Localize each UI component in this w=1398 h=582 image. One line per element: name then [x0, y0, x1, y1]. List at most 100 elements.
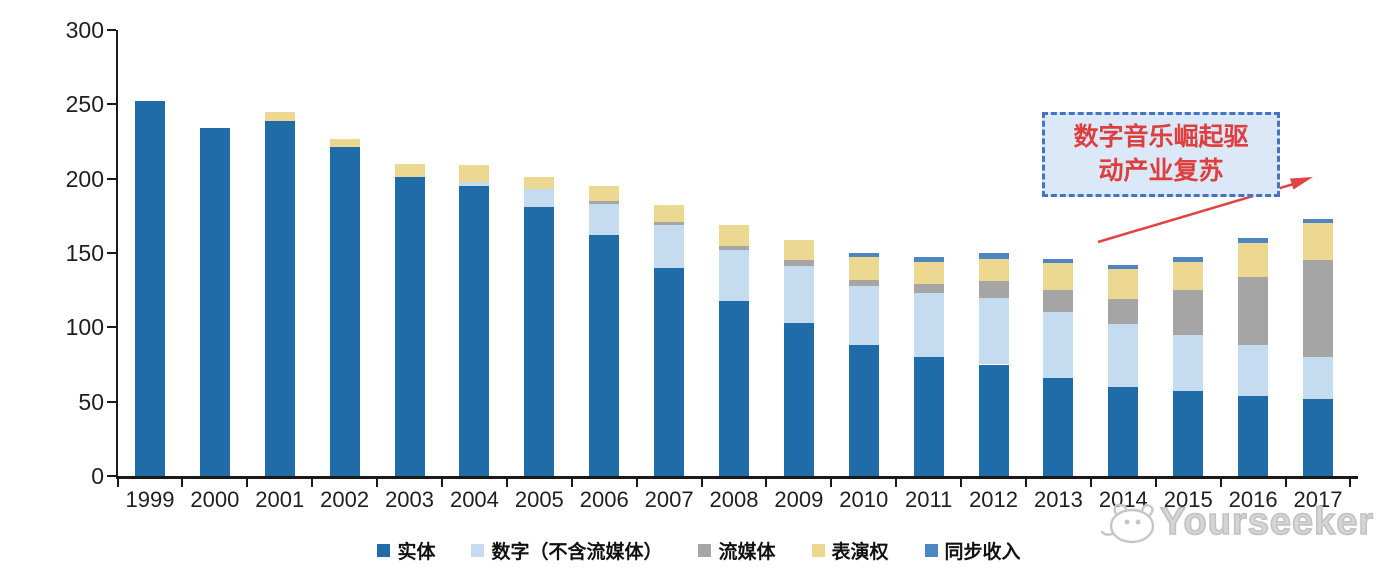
bar-2013-实体 — [1043, 377, 1074, 476]
x-axis-label-2017: 2017 — [1293, 487, 1343, 512]
bar-2012-数字（不含流媒体） — [978, 297, 1009, 365]
legend-label: 流媒体 — [718, 542, 776, 563]
watermark: Yourseeker — [1096, 496, 1374, 548]
x-axis-label-2007: 2007 — [644, 487, 694, 512]
y-axis-tick — [107, 29, 116, 31]
bar-2017-数字（不含流媒体） — [1303, 357, 1333, 399]
bar-2008-实体 — [719, 300, 749, 476]
bar-2004-数字（不含流媒体） — [459, 181, 490, 187]
bar-2009-流媒体 — [783, 260, 814, 267]
bar-2010-数字（不含流媒体） — [848, 285, 879, 346]
annotation-text-line2: 动产业复苏 — [1098, 157, 1224, 185]
legend-swatch — [698, 544, 712, 557]
y-axis-tick-label: 50 — [78, 388, 104, 415]
y-axis-tick — [107, 326, 116, 329]
bar-2001-实体 — [264, 120, 295, 476]
y-axis-tick-label: 150 — [65, 240, 104, 266]
yourseeker-mascot-icon — [1100, 503, 1155, 544]
y-axis-tick — [107, 252, 116, 254]
legend-item-实体: 实体 — [377, 537, 435, 564]
bar-2015-实体 — [1173, 391, 1204, 476]
bar-2016-实体 — [1238, 395, 1269, 476]
bar-2015-流媒体 — [1173, 290, 1204, 335]
bar-2017-表演权 — [1303, 223, 1333, 261]
legend-swatch — [471, 544, 485, 557]
legend-item-数字（不含流媒体）: 数字（不含流媒体） — [471, 537, 662, 564]
bar-2006-表演权 — [589, 186, 620, 201]
bar-2017-流媒体 — [1303, 260, 1333, 358]
x-axis-tick — [116, 479, 119, 487]
watermark-text: Yourseeker — [1159, 500, 1375, 544]
bar-2007-实体 — [654, 267, 685, 476]
legend-swatch — [924, 544, 938, 557]
x-axis-label-2014: 2014 — [1098, 487, 1148, 512]
bar-2008-表演权 — [719, 224, 749, 246]
x-axis-tick — [1154, 479, 1157, 487]
bar-2006-实体 — [589, 235, 620, 476]
bar-2010-实体 — [848, 345, 879, 476]
legend-swatch — [377, 544, 391, 557]
bar-2010-流媒体 — [848, 279, 879, 286]
x-axis-label-2005: 2005 — [514, 487, 564, 512]
x-axis-label-2015: 2015 — [1163, 487, 1213, 512]
y-axis-tick — [107, 475, 116, 477]
bar-2013-同步收入 — [1043, 258, 1074, 264]
chart-legend: 实体 数字（不含流媒体） 流媒体 表演权 同步收入 — [0, 537, 1398, 564]
bar-2016-流媒体 — [1238, 276, 1269, 346]
y-axis-tick — [107, 103, 116, 106]
legend-label: 同步收入 — [944, 542, 1021, 563]
bar-2011-数字（不含流媒体） — [913, 293, 944, 358]
x-axis-tick — [1349, 479, 1352, 487]
x-axis-tick — [246, 479, 249, 487]
bar-2003-表演权 — [394, 163, 425, 178]
x-axis-label-2000: 2000 — [190, 487, 240, 512]
legend-label: 表演权 — [831, 542, 889, 563]
bar-2007-数字（不含流媒体） — [654, 224, 685, 268]
bar-2004-表演权 — [459, 165, 490, 182]
x-axis-label-2008: 2008 — [709, 487, 759, 512]
legend-item-表演权: 表演权 — [811, 537, 889, 564]
bar-2009-实体 — [783, 322, 814, 476]
bar-2009-表演权 — [783, 239, 814, 261]
x-axis-tick — [700, 479, 703, 487]
x-axis-tick — [1284, 479, 1287, 487]
bar-2007-流媒体 — [654, 221, 685, 225]
bar-2016-同步收入 — [1238, 238, 1269, 243]
bar-2005-实体 — [524, 206, 555, 476]
bar-2017-同步收入 — [1303, 218, 1333, 224]
y-axis-tick-label: 200 — [65, 165, 104, 192]
x-axis-tick — [1025, 479, 1027, 487]
bar-2016-表演权 — [1238, 242, 1269, 277]
x-axis-label-2011: 2011 — [905, 487, 953, 512]
x-axis-tick — [311, 479, 314, 487]
bar-1999-实体 — [135, 101, 165, 476]
bar-2011-表演权 — [913, 261, 944, 285]
legend-label: 数字（不含流媒体） — [491, 542, 663, 563]
y-axis-tick-label: 250 — [65, 91, 104, 118]
x-axis-tick — [181, 479, 184, 487]
bar-2015-数字（不含流媒体） — [1173, 334, 1204, 392]
x-axis-label-2013: 2013 — [1033, 487, 1083, 512]
annotation-text-line1: 数字音乐崛起驱 — [1073, 123, 1249, 151]
bar-2016-数字（不含流媒体） — [1238, 345, 1269, 396]
x-axis-tick — [441, 479, 443, 487]
y-axis-tick-label: 100 — [65, 314, 104, 341]
x-axis-tick — [830, 479, 833, 487]
x-axis-label-1999: 1999 — [125, 487, 175, 512]
y-axis-tick — [107, 400, 116, 403]
bar-2002-表演权 — [329, 138, 360, 148]
bar-2004-实体 — [459, 186, 490, 476]
x-axis-tick — [635, 479, 638, 487]
x-axis-tick — [765, 479, 768, 487]
x-axis-label-2001: 2001 — [255, 487, 305, 512]
bar-2010-同步收入 — [848, 253, 879, 258]
x-axis-tick — [505, 479, 508, 487]
bar-2014-流媒体 — [1108, 299, 1139, 325]
bar-2014-数字（不含流媒体） — [1108, 324, 1139, 387]
x-axis-label-2010: 2010 — [839, 487, 889, 512]
bar-2001-表演权 — [264, 111, 295, 121]
x-axis-label-2016: 2016 — [1228, 487, 1278, 512]
legend-item-流媒体: 流媒体 — [698, 537, 776, 564]
y-axis-tick-label: 300 — [65, 17, 104, 43]
bar-2013-数字（不含流媒体） — [1043, 312, 1074, 378]
